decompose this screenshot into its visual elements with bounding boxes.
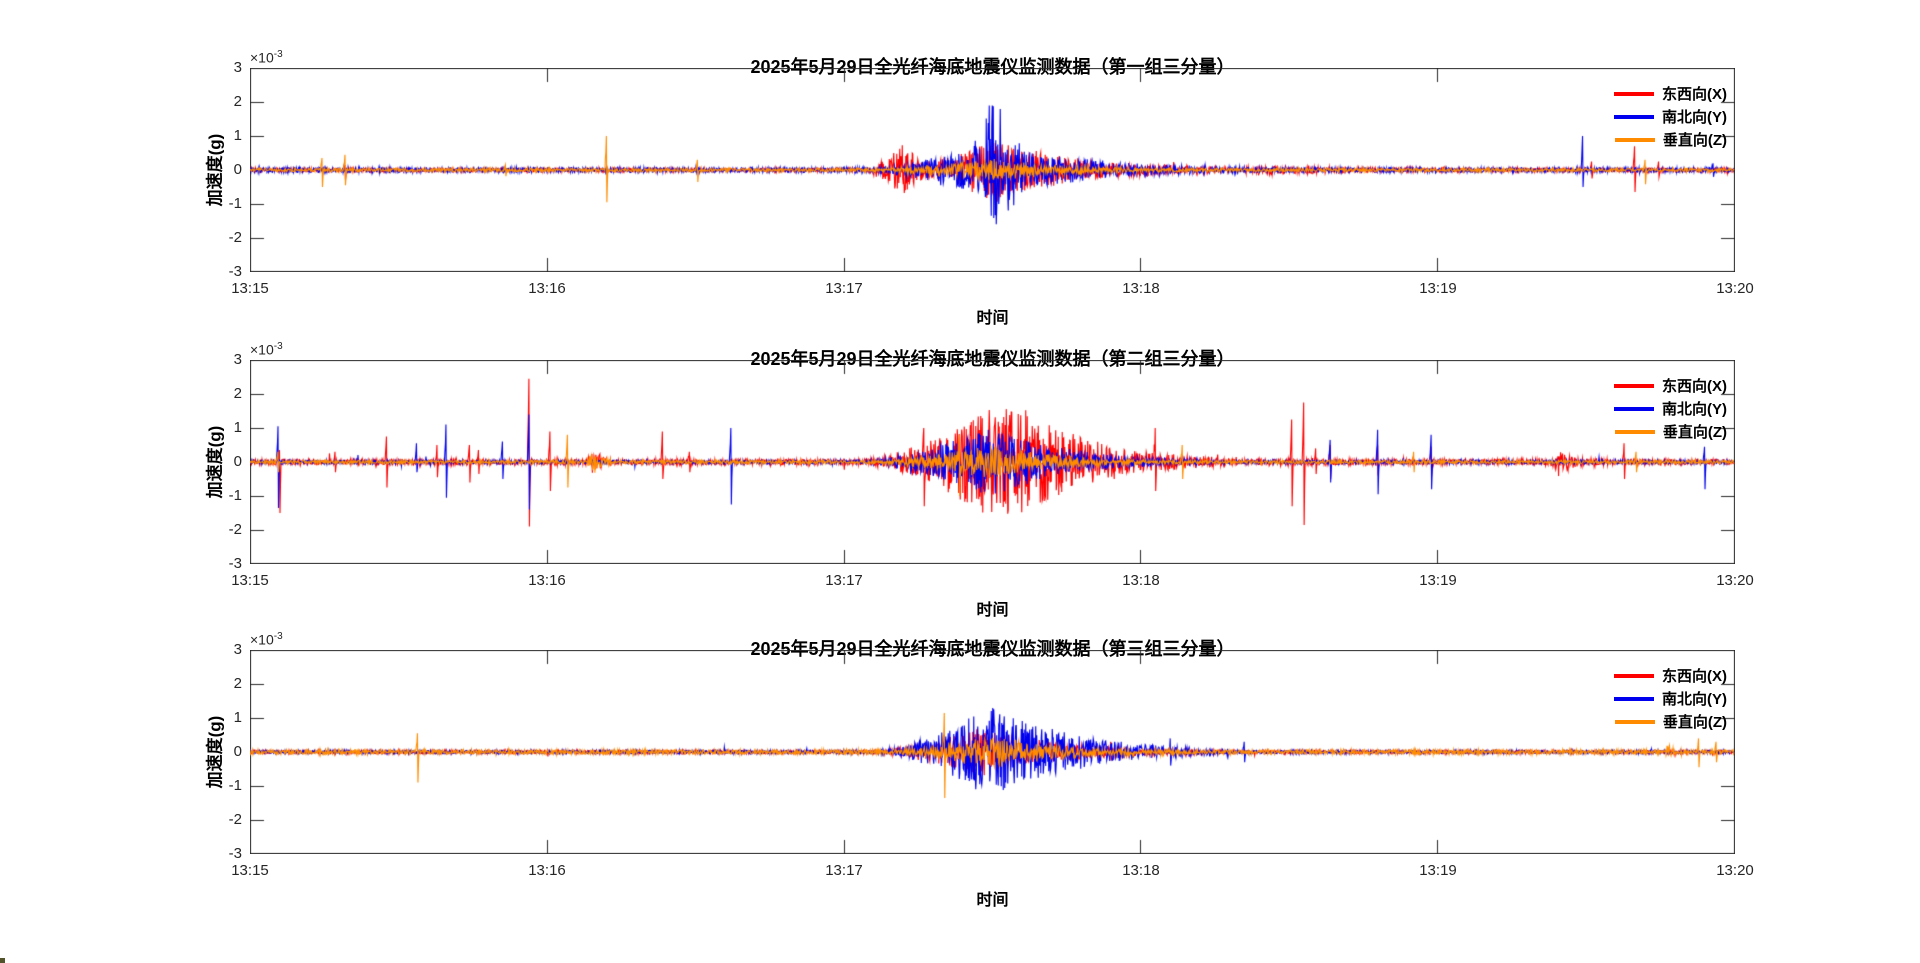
- x-tick-label: 13:20: [1716, 572, 1754, 589]
- x-tick-label: 13:15: [231, 572, 269, 589]
- legend-label: 南北向(Y): [1662, 109, 1727, 126]
- subplot-group3: 2025年5月29日全光纤海底地震仪监测数据（第三组三分量） ×10-3 加速度…: [0, 610, 1920, 918]
- plot-area: 东西向(X) 南北向(Y) 垂直向(Z) 3 2 1 0 -1 -2 -3 13:15 13:16 1…: [229, 59, 1754, 297]
- y-tick-label: 1: [233, 419, 242, 436]
- legend-label: 垂直向(Z): [1662, 714, 1727, 731]
- legend-line-sample: [1614, 696, 1654, 701]
- x-tick-label: 13:17: [825, 280, 863, 297]
- x-tick-label: 13:17: [825, 862, 863, 879]
- y-tick-label: 3: [233, 59, 242, 76]
- y-tick-label: 3: [233, 351, 242, 368]
- waveform-canvas: [250, 650, 1735, 854]
- y-exponent-power: -3: [273, 631, 283, 642]
- x-axis-label: 时间: [976, 602, 1009, 619]
- legend-entry: 东西向(X): [1614, 664, 1727, 687]
- legend-label: 南北向(Y): [1662, 691, 1727, 708]
- y-tick-label: -1: [228, 195, 242, 212]
- legend-entry: 南北向(Y): [1614, 687, 1727, 710]
- y-tick-label: 0: [233, 161, 242, 178]
- legend-line-sample: [1614, 114, 1654, 119]
- y-tick-label: 1: [233, 127, 242, 144]
- y-tick-label: -3: [228, 555, 242, 572]
- x-tick-label: 13:18: [1122, 280, 1160, 297]
- x-tick-label: 13:19: [1419, 280, 1457, 297]
- x-tick-label: 13:15: [231, 280, 269, 297]
- legend-entry: 垂直向(Z): [1614, 128, 1727, 151]
- y-exponent-power: -3: [273, 49, 283, 60]
- y-tick-label: 0: [233, 743, 242, 760]
- screen-corner-artifact: [0, 958, 5, 963]
- legend-entry: 东西向(X): [1614, 374, 1727, 397]
- plot-area: 东西向(X) 南北向(Y) 垂直向(Z) 3 2 1 0 -1 -2 -3 13:15 13:16 1…: [229, 351, 1754, 589]
- x-tick-label: 13:20: [1716, 862, 1754, 879]
- waveform-canvas: [250, 68, 1735, 272]
- x-tick-label: 13:20: [1716, 280, 1754, 297]
- y-tick-label: -2: [228, 229, 242, 246]
- y-exponent-base: ×10: [250, 49, 274, 66]
- y-axis-exponent: ×10-3: [250, 49, 283, 66]
- legend-entry: 南北向(Y): [1614, 397, 1727, 420]
- legend-entry: 东西向(X): [1614, 82, 1727, 105]
- waveform-canvas: [250, 360, 1735, 564]
- y-tick-label: 1: [233, 709, 242, 726]
- y-exponent-base: ×10: [250, 341, 274, 358]
- legend-line-sample: [1614, 383, 1654, 388]
- y-tick-label: 2: [233, 675, 242, 692]
- x-tick-label: 13:16: [528, 572, 566, 589]
- y-axis-exponent: ×10-3: [250, 631, 283, 648]
- legend: 东西向(X) 南北向(Y) 垂直向(Z): [1614, 82, 1727, 151]
- y-tick-label: -1: [228, 487, 242, 504]
- y-tick-label: 3: [233, 641, 242, 658]
- legend-line-sample: [1614, 673, 1654, 678]
- x-tick-label: 13:18: [1122, 572, 1160, 589]
- x-axis-label: 时间: [976, 892, 1009, 909]
- y-tick-label: -3: [228, 845, 242, 862]
- legend-line-sample: [1614, 91, 1654, 96]
- plot-area: 东西向(X) 南北向(Y) 垂直向(Z) 3 2 1 0 -1 -2 -3 13:15 13:16 1…: [229, 641, 1754, 879]
- legend-label: 垂直向(Z): [1662, 132, 1727, 149]
- y-tick-label: 2: [233, 385, 242, 402]
- legend-label: 东西向(X): [1662, 378, 1727, 395]
- y-exponent-power: -3: [273, 341, 283, 352]
- y-axis-exponent: ×10-3: [250, 341, 283, 358]
- x-tick-label: 13:16: [528, 280, 566, 297]
- y-tick-label: -2: [228, 521, 242, 538]
- x-axis-label: 时间: [976, 310, 1009, 327]
- y-tick-label: 0: [233, 453, 242, 470]
- y-exponent-base: ×10: [250, 631, 274, 648]
- y-tick-label: 2: [233, 93, 242, 110]
- legend: 东西向(X) 南北向(Y) 垂直向(Z): [1614, 374, 1727, 443]
- x-tick-label: 13:17: [825, 572, 863, 589]
- x-tick-label: 13:15: [231, 862, 269, 879]
- subplot-group2: 2025年5月29日全光纤海底地震仪监测数据（第二组三分量） ×10-3 加速度…: [0, 320, 1920, 628]
- legend-label: 垂直向(Z): [1662, 424, 1727, 441]
- legend: 东西向(X) 南北向(Y) 垂直向(Z): [1614, 664, 1727, 733]
- legend-line-sample: [1614, 137, 1655, 142]
- legend-entry: 垂直向(Z): [1614, 420, 1727, 443]
- x-tick-label: 13:19: [1419, 572, 1457, 589]
- legend-entry: 垂直向(Z): [1614, 710, 1727, 733]
- x-tick-label: 13:19: [1419, 862, 1457, 879]
- legend-line-sample: [1614, 719, 1655, 724]
- subplot-group1: 2025年5月29日全光纤海底地震仪监测数据（第一组三分量） ×10-3 加速度…: [0, 28, 1920, 336]
- y-tick-label: -1: [228, 777, 242, 794]
- legend-label: 东西向(X): [1662, 668, 1727, 685]
- y-tick-label: -3: [228, 263, 242, 280]
- x-tick-label: 13:16: [528, 862, 566, 879]
- legend-label: 南北向(Y): [1662, 401, 1727, 418]
- y-tick-label: -2: [228, 811, 242, 828]
- legend-entry: 南北向(Y): [1614, 105, 1727, 128]
- legend-line-sample: [1614, 429, 1655, 434]
- legend-line-sample: [1614, 406, 1654, 411]
- legend-label: 东西向(X): [1662, 86, 1727, 103]
- x-tick-label: 13:18: [1122, 862, 1160, 879]
